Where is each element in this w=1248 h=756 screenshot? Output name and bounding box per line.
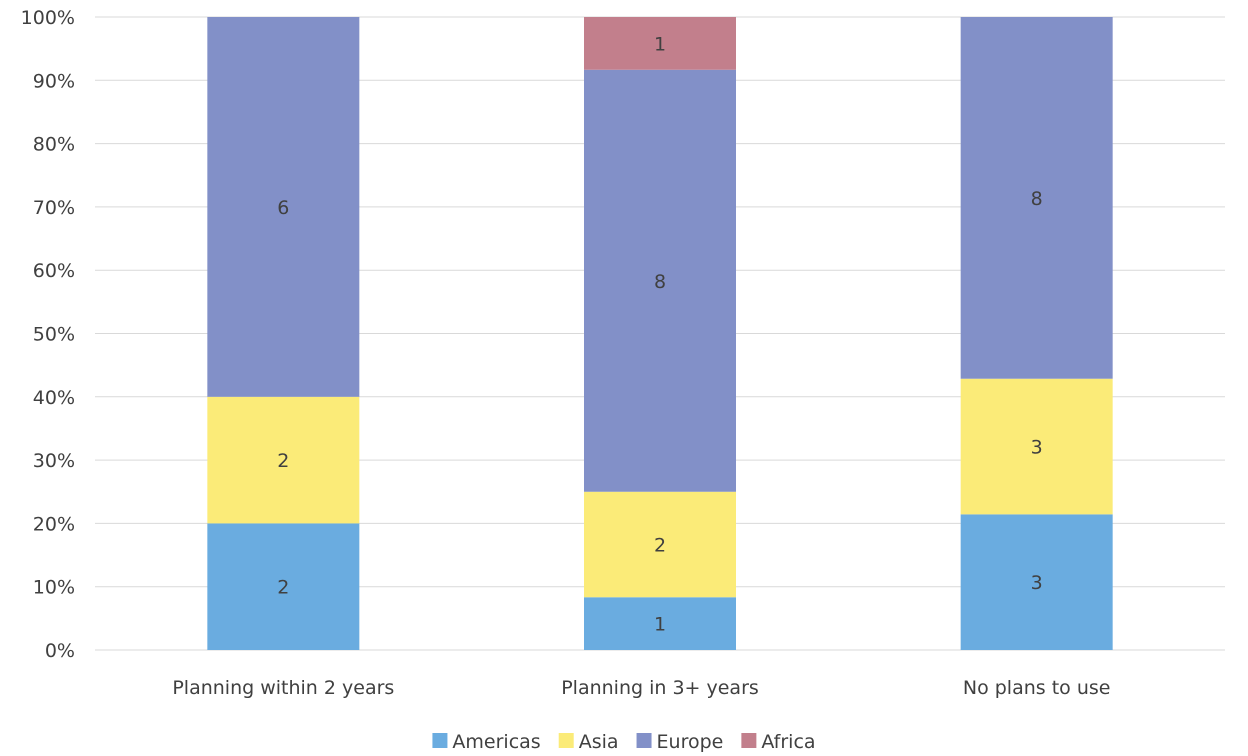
y-tick-label: 90% (33, 70, 75, 92)
bar-segment-europe (960, 17, 1113, 379)
legend-label: Asia (579, 731, 619, 753)
x-category-label: Planning within 2 years (172, 677, 394, 699)
legend-label: Europe (657, 731, 724, 753)
bar-segment-europe (207, 17, 360, 397)
bar-segment-americas (960, 514, 1113, 650)
data-label: 8 (654, 271, 666, 293)
bar-segment-africa (584, 17, 736, 70)
data-labels-layer: 2 2 6 1 2 8 1 3 3 8 (277, 33, 1042, 635)
bar-segment-asia (960, 378, 1113, 515)
data-label: 2 (277, 577, 289, 599)
y-tick-label: 40% (33, 387, 75, 409)
data-label: 1 (654, 33, 666, 55)
bar-segment-asia (207, 396, 360, 524)
y-tick-label: 70% (33, 197, 75, 219)
y-tick-label: 10% (33, 577, 75, 599)
legend-swatch-americas (432, 733, 448, 748)
x-category-label: Planning in 3+ years (561, 677, 759, 699)
bar-segment-americas (584, 597, 736, 650)
y-tick-label: 100% (21, 7, 75, 29)
data-label: 1 (654, 614, 666, 636)
data-label: 2 (654, 535, 666, 557)
data-label: 8 (1031, 188, 1043, 210)
y-tick-label: 50% (33, 324, 75, 346)
x-category-label: No plans to use (963, 677, 1111, 699)
y-tick-label: 80% (33, 134, 75, 156)
y-tick-label: 30% (33, 450, 75, 472)
bar-segment-asia (584, 491, 736, 598)
legend: Americas Asia Europe Africa (432, 731, 816, 753)
legend-swatch-asia (558, 733, 574, 748)
x-axis: Planning within 2 years Planning in 3+ ye… (172, 677, 1110, 699)
y-tick-label: 0% (45, 640, 75, 662)
data-label: 2 (277, 450, 289, 472)
bars-layer (207, 17, 1113, 650)
y-tick-label: 20% (33, 513, 75, 535)
data-label: 6 (277, 197, 289, 219)
legend-label: Africa (761, 731, 815, 753)
legend-swatch-europe (636, 733, 652, 748)
data-label: 3 (1031, 572, 1043, 594)
legend-label: Americas (452, 731, 540, 753)
y-axis: 0% 10% 20% 30% 40% 50% 60% 70% 80% 90% 100% (21, 7, 75, 662)
data-label: 3 (1031, 437, 1043, 459)
y-tick-label: 60% (33, 260, 75, 282)
legend-swatch-africa (741, 733, 757, 748)
bar-segment-americas (207, 523, 360, 650)
bar-segment-europe (584, 69, 736, 492)
